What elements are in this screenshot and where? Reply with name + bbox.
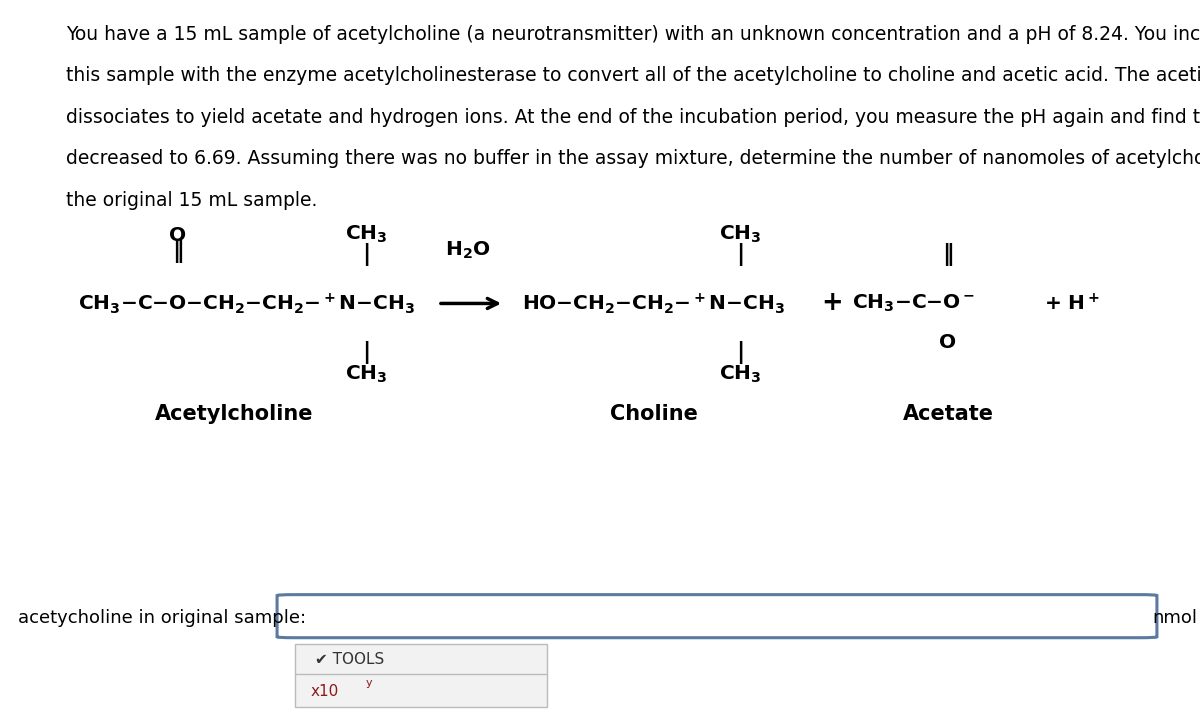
- Text: $\mathbf{HO{-}CH_2{-}CH_2{-}{^+N}{-}CH_3}$: $\mathbf{HO{-}CH_2{-}CH_2{-}{^+N}{-}CH_3…: [522, 291, 785, 316]
- Text: ✔ TOOLS: ✔ TOOLS: [316, 652, 385, 668]
- Text: Choline: Choline: [610, 404, 698, 424]
- Text: y: y: [366, 678, 372, 688]
- Text: nmol: nmol: [1152, 608, 1198, 627]
- Text: ‖: ‖: [172, 240, 184, 263]
- Text: |: |: [737, 243, 744, 266]
- Text: |: |: [362, 341, 370, 363]
- FancyBboxPatch shape: [277, 595, 1157, 638]
- Text: dissociates to yield acetate and hydrogen ions. At the end of the incubation per: dissociates to yield acetate and hydroge…: [66, 108, 1200, 127]
- Text: $\mathbf{CH_3}$: $\mathbf{CH_3}$: [719, 364, 762, 386]
- Text: |: |: [362, 243, 370, 266]
- Text: $\mathbf{+\ H^+}$: $\mathbf{+\ H^+}$: [1044, 293, 1099, 314]
- Text: Acetylcholine: Acetylcholine: [155, 404, 313, 424]
- Text: $\mathbf{+}$: $\mathbf{+}$: [821, 291, 842, 316]
- Text: $\mathbf{CH_3}$: $\mathbf{CH_3}$: [344, 364, 388, 386]
- FancyBboxPatch shape: [295, 644, 547, 707]
- Text: $\mathbf{CH_3{-}C{-}O^-}$: $\mathbf{CH_3{-}C{-}O^-}$: [852, 293, 976, 314]
- Text: $\mathbf{CH_3}$: $\mathbf{CH_3}$: [344, 223, 388, 245]
- Text: ‖: ‖: [942, 243, 954, 266]
- Text: $\mathbf{H_2O}$: $\mathbf{H_2O}$: [445, 239, 491, 261]
- Text: decreased to 6.69. Assuming there was no buffer in the assay mixture, determine : decreased to 6.69. Assuming there was no…: [66, 149, 1200, 169]
- Text: |: |: [737, 341, 744, 363]
- Text: x10: x10: [311, 684, 338, 699]
- Text: You have a 15 mL sample of acetylcholine (a neurotransmitter) with an unknown co: You have a 15 mL sample of acetylcholine…: [66, 25, 1200, 44]
- Text: acetycholine in original sample:: acetycholine in original sample:: [18, 608, 306, 627]
- Text: Acetate: Acetate: [902, 404, 994, 424]
- Text: O: O: [940, 333, 956, 353]
- Text: O: O: [169, 226, 186, 245]
- Text: $\mathbf{CH_3{-}C{-}O{-}CH_2{-}CH_2{-}{^+N}{-}CH_3}$: $\mathbf{CH_3{-}C{-}O{-}CH_2{-}CH_2{-}{^…: [78, 291, 415, 316]
- Text: the original 15 mL sample.: the original 15 mL sample.: [66, 191, 317, 210]
- Text: this sample with the enzyme acetylcholinesterase to convert all of the acetylcho: this sample with the enzyme acetylcholin…: [66, 66, 1200, 86]
- Text: $\mathbf{CH_3}$: $\mathbf{CH_3}$: [719, 223, 762, 245]
